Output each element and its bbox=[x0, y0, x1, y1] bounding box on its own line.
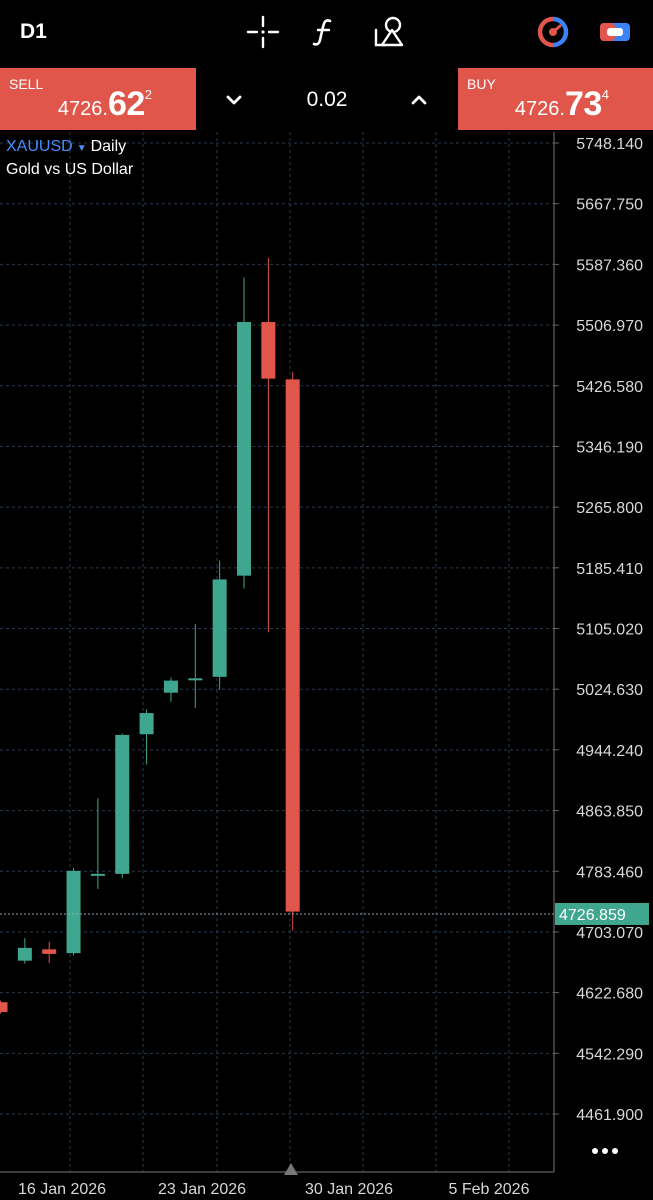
chevron-up-icon[interactable] bbox=[407, 88, 431, 112]
y-tick-label: 4863.850 bbox=[576, 804, 643, 821]
function-icon[interactable] bbox=[307, 14, 343, 50]
y-tick-label: 4703.070 bbox=[576, 925, 643, 942]
crosshair-icon[interactable] bbox=[245, 14, 281, 50]
candle-body[interactable] bbox=[115, 734, 130, 874]
y-tick-label: 4944.240 bbox=[576, 743, 643, 760]
y-tick-label: 5426.580 bbox=[576, 379, 643, 396]
sell-price-prefix: 4726. bbox=[57, 98, 108, 120]
candle-body[interactable] bbox=[163, 680, 178, 693]
candle-body[interactable] bbox=[42, 949, 57, 954]
timeframe-button[interactable]: D1 bbox=[20, 20, 47, 43]
y-tick-label: 5265.800 bbox=[576, 500, 643, 517]
buy-price-prefix: 4726. bbox=[514, 98, 565, 120]
sell-button[interactable]: SELL 4726.622 bbox=[0, 68, 196, 130]
trade-panel: SELL 4726.622 0.02 BUY 4726.734 bbox=[0, 66, 653, 132]
sell-label: SELL bbox=[9, 76, 44, 92]
x-tick-label: 23 Jan 2026 bbox=[158, 1181, 246, 1198]
current-price-badge bbox=[555, 902, 649, 925]
symbol-period: Daily bbox=[90, 138, 127, 155]
candle-body[interactable] bbox=[90, 873, 105, 876]
candle-body[interactable] bbox=[237, 322, 251, 576]
symbol-dropdown-icon[interactable]: ▼ bbox=[76, 143, 87, 154]
lot-size-value[interactable]: 0.02 bbox=[306, 88, 348, 111]
y-tick-label: 5185.410 bbox=[576, 561, 643, 578]
buy-price-pips: 73 bbox=[564, 85, 602, 123]
sell-price-fraction: 2 bbox=[144, 87, 152, 102]
y-tick-label: 5587.360 bbox=[576, 257, 643, 274]
y-tick-label: 4461.900 bbox=[576, 1107, 643, 1124]
current-price-label: 4726.859 bbox=[559, 907, 626, 924]
y-tick-label: 5667.750 bbox=[576, 197, 643, 214]
symbol-description: Gold vs US Dollar bbox=[6, 161, 134, 178]
buy-price-fraction: 4 bbox=[601, 87, 609, 102]
candle-body[interactable] bbox=[188, 678, 203, 681]
x-tick-label: 30 Jan 2026 bbox=[305, 1181, 393, 1198]
buy-label: BUY bbox=[467, 76, 496, 92]
buy-button[interactable]: BUY 4726.734 bbox=[458, 68, 653, 130]
lot-size-control: 0.02 bbox=[196, 68, 458, 130]
chevron-down-icon[interactable] bbox=[222, 88, 246, 112]
buy-price: 4726.734 bbox=[515, 85, 609, 124]
y-tick-label: 5346.190 bbox=[576, 439, 643, 456]
candle-body[interactable] bbox=[285, 379, 300, 912]
x-tick-label: 16 Jan 2026 bbox=[18, 1181, 106, 1198]
y-tick-label: 5506.970 bbox=[576, 318, 643, 335]
one-click-trading-icon[interactable] bbox=[535, 14, 571, 50]
sell-price-pips: 62 bbox=[107, 85, 145, 123]
y-tick-label: 4783.460 bbox=[576, 864, 643, 881]
symbol-header[interactable]: XAUUSD ▼ Daily bbox=[6, 138, 126, 156]
y-tick-label: 4542.290 bbox=[576, 1046, 643, 1063]
candle-body[interactable] bbox=[17, 947, 32, 961]
y-tick-label: 4622.680 bbox=[576, 986, 643, 1003]
chart-shift-marker[interactable] bbox=[284, 1163, 298, 1175]
candle-body[interactable] bbox=[139, 713, 154, 735]
toolbar: D1 bbox=[0, 0, 653, 66]
candle-body[interactable] bbox=[66, 870, 81, 954]
objects-icon[interactable] bbox=[372, 14, 408, 50]
candle-body[interactable] bbox=[261, 322, 276, 379]
price-chart[interactable]: 5748.140 5667.750 5587.360 5506.970 5426.580… bbox=[0, 132, 653, 1200]
symbol-ticker[interactable]: XAUUSD bbox=[6, 138, 73, 155]
candle-body[interactable] bbox=[212, 579, 227, 677]
y-tick-label: 5024.630 bbox=[576, 682, 643, 699]
candle-body[interactable] bbox=[0, 1002, 8, 1013]
y-tick-label: 5748.140 bbox=[576, 136, 643, 153]
sell-price: 4726.622 bbox=[58, 85, 152, 124]
toggle-icon[interactable] bbox=[597, 14, 633, 50]
y-tick-label: 5105.020 bbox=[576, 622, 643, 639]
x-tick-label: 5 Feb 2026 bbox=[449, 1181, 530, 1198]
more-icon[interactable] bbox=[587, 1141, 623, 1161]
